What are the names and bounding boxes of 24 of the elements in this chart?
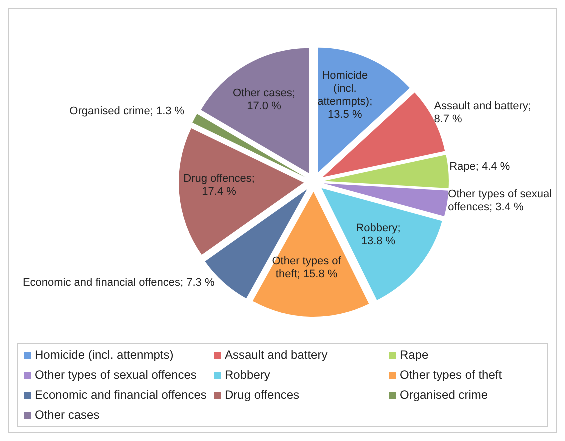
category-label: Economic and financial offences; 7.3 % [22,276,215,289]
legend-label: Homicide (incl. attenmpts) [35,348,174,362]
category-label: Homicide (incl. attenmpts); [318,70,373,108]
legend-label: Robbery [225,368,270,382]
category-label: Organised crime; 1.3 % [70,106,185,118]
text: 13.5 % [328,109,362,122]
category-label: Rape; 4.4 % [450,161,510,174]
category-label: Other types of sexual offences; 3.4 % [448,188,552,214]
legend-label: Other cases [35,408,100,422]
legend-label: Organised crime [400,388,488,402]
category-label: Drug offences; [184,172,255,185]
category-label: Other cases; [233,87,296,100]
legend-label: Other types of theft [400,368,502,382]
text: 17.4 % [202,186,236,198]
legend-label: Economic and financial offences [35,388,207,402]
text: 13.8 % [361,236,396,248]
category-label: Assault and battery; [434,100,532,113]
text: 17.0 % [247,100,282,112]
legend-label: Other types of sexual offences [35,368,197,382]
legend-label: Drug offences [225,388,300,402]
legend-label: Rape [400,348,429,362]
text: 8.7 % [434,114,462,126]
category-label: Robbery; [356,222,401,235]
legend-label: Assault and battery [225,348,328,362]
